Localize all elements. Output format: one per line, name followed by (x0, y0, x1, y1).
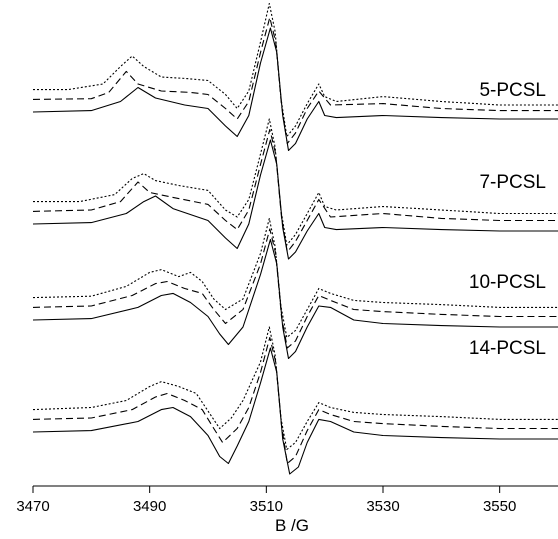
spectrum-trace-solid (32, 347, 558, 475)
spectrum-trace-dotted (33, 2, 558, 138)
spectrum-trace-solid (32, 139, 558, 260)
spectrum-label: 14-PCSL (469, 338, 546, 359)
spectrum-group (32, 217, 558, 360)
spectrum-trace-dashed (32, 336, 558, 465)
x-axis-ticks: 3470 3490 3510 3530 3550 (16, 486, 516, 515)
spectrum-group (32, 118, 558, 260)
spectrum-group (32, 2, 558, 152)
spectrum-trace-dashed (32, 228, 558, 349)
spectrum-trace-dashed (32, 128, 558, 253)
spectrum-trace-solid (32, 238, 558, 360)
spectrum-trace-dotted (32, 326, 558, 451)
spectrum-trace-dotted (33, 118, 558, 246)
x-tick-label: 3470 (16, 498, 49, 515)
x-axis-label: B /G (275, 516, 309, 535)
x-tick-label: 3490 (133, 498, 166, 515)
spectrum-label: 5-PCSL (479, 80, 546, 101)
spectrum-group (32, 326, 558, 475)
spectrum-trace-dashed (32, 16, 558, 145)
spectra-traces (32, 2, 558, 475)
spectrum-label: 10-PCSL (469, 272, 546, 293)
x-tick-label: 3550 (483, 498, 516, 515)
x-tick-label: 3510 (250, 498, 283, 515)
x-tick-label: 3530 (366, 498, 399, 515)
spectrum-trace-dotted (32, 217, 558, 339)
spectrum-labels: 5-PCSL 7-PCSL 10-PCSL 14-PCSL (469, 80, 546, 359)
spectrum-trace-solid (32, 27, 558, 152)
spectrum-label: 7-PCSL (479, 172, 546, 193)
